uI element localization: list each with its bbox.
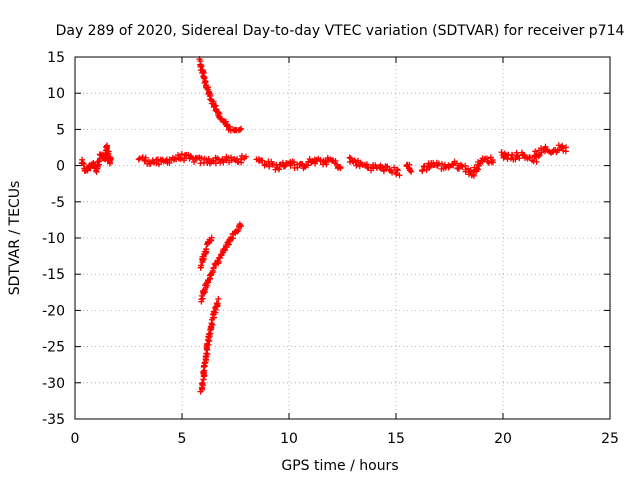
data-point bbox=[210, 265, 217, 272]
data-point bbox=[427, 163, 434, 170]
data-point bbox=[290, 159, 297, 166]
data-point bbox=[214, 300, 221, 307]
data-point bbox=[200, 73, 207, 80]
data-point bbox=[332, 157, 339, 164]
data-point bbox=[226, 123, 233, 130]
y-axis-label: SDTVAR / TECUs bbox=[7, 181, 23, 296]
data-point bbox=[135, 156, 142, 163]
data-point bbox=[107, 155, 114, 162]
y-tick-label: -10 bbox=[42, 231, 65, 247]
grid bbox=[75, 57, 610, 419]
data-point bbox=[484, 155, 491, 162]
data-point bbox=[462, 162, 469, 169]
data-point bbox=[96, 158, 103, 165]
x-tick-label: 20 bbox=[494, 431, 512, 447]
data-points bbox=[78, 56, 569, 395]
y-tick-label: 10 bbox=[47, 86, 65, 102]
data-point bbox=[289, 158, 296, 165]
data-point bbox=[513, 149, 520, 156]
data-point bbox=[215, 109, 222, 116]
x-tick-label: 25 bbox=[601, 431, 619, 447]
data-point bbox=[306, 155, 313, 162]
data-point bbox=[201, 74, 208, 81]
data-point bbox=[449, 161, 456, 168]
data-point bbox=[408, 168, 415, 175]
data-point bbox=[79, 159, 86, 166]
data-point bbox=[222, 118, 229, 125]
data-point bbox=[498, 149, 505, 156]
data-point bbox=[196, 154, 203, 161]
data-point bbox=[209, 269, 216, 276]
data-point bbox=[394, 167, 401, 174]
data-point bbox=[336, 163, 343, 170]
data-point bbox=[208, 234, 215, 241]
data-point bbox=[516, 155, 523, 162]
data-point bbox=[199, 380, 206, 387]
y-tick-label: -30 bbox=[42, 376, 65, 392]
x-tick-label: 10 bbox=[280, 431, 298, 447]
data-point bbox=[384, 163, 391, 170]
data-point bbox=[337, 165, 344, 172]
data-point bbox=[542, 143, 549, 150]
data-point bbox=[178, 151, 185, 158]
data-point bbox=[212, 160, 219, 167]
data-point bbox=[181, 155, 188, 162]
data-point bbox=[312, 160, 319, 167]
axis-ticks: 0 5 10 15 20 25 15 10 5 0 -5 -10 -15 -20 -25 -30 -35 bbox=[42, 50, 619, 447]
y-tick-label: -25 bbox=[42, 340, 65, 356]
y-tick-label: -5 bbox=[51, 195, 65, 211]
y-tick-label: 5 bbox=[56, 122, 65, 138]
data-point bbox=[406, 167, 413, 174]
y-tick-label: 15 bbox=[47, 50, 65, 66]
data-point bbox=[203, 245, 210, 252]
y-tick-label: 0 bbox=[56, 159, 65, 175]
data-point bbox=[238, 125, 245, 132]
y-tick-label: -35 bbox=[42, 412, 65, 428]
data-point bbox=[280, 163, 287, 170]
data-point bbox=[190, 159, 197, 166]
data-point bbox=[266, 163, 273, 170]
data-point bbox=[317, 156, 324, 163]
data-point bbox=[215, 295, 222, 302]
x-axis-label: GPS time / hours bbox=[281, 458, 398, 474]
data-point bbox=[562, 144, 569, 151]
data-point bbox=[393, 171, 400, 178]
data-point bbox=[242, 153, 249, 160]
data-point bbox=[259, 157, 266, 164]
data-point bbox=[323, 161, 330, 168]
data-point bbox=[210, 98, 217, 105]
data-point bbox=[391, 164, 398, 171]
data-point bbox=[419, 168, 426, 175]
data-point bbox=[426, 164, 433, 171]
y-tick-label: -20 bbox=[42, 303, 65, 319]
data-point bbox=[386, 166, 393, 173]
x-tick-label: 0 bbox=[71, 431, 80, 447]
x-tick-label: 5 bbox=[178, 431, 187, 447]
data-point bbox=[237, 223, 244, 230]
data-point bbox=[396, 172, 403, 179]
data-point bbox=[543, 146, 550, 153]
x-tick-label: 15 bbox=[387, 431, 405, 447]
data-point bbox=[380, 168, 387, 175]
data-point bbox=[236, 126, 243, 133]
data-point bbox=[533, 158, 540, 165]
data-point bbox=[147, 160, 154, 167]
data-point bbox=[489, 157, 496, 164]
data-point bbox=[508, 151, 515, 158]
y-tick-label: -15 bbox=[42, 267, 65, 283]
data-point bbox=[238, 159, 245, 166]
data-point bbox=[459, 163, 466, 170]
data-point bbox=[211, 309, 218, 316]
data-point bbox=[155, 161, 162, 168]
chart-title: Day 289 of 2020, Sidereal Day-to-day VTE… bbox=[56, 23, 625, 39]
data-point bbox=[559, 142, 566, 149]
data-point bbox=[235, 227, 242, 234]
data-point bbox=[198, 262, 205, 269]
data-point bbox=[142, 154, 149, 161]
data-point bbox=[221, 247, 228, 254]
